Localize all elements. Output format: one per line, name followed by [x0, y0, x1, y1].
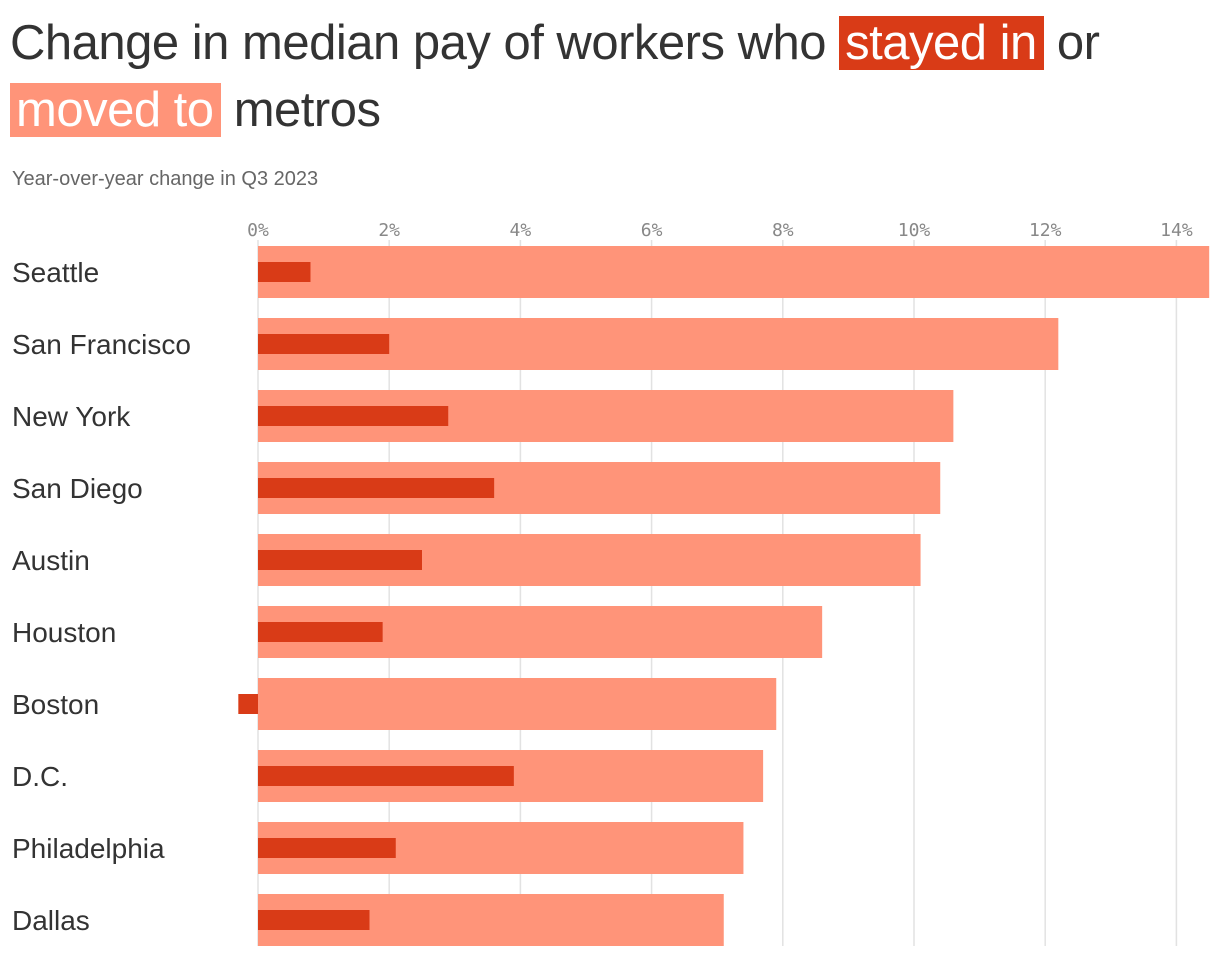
- bar-moved-to: [258, 678, 777, 730]
- title-part-2: or: [1056, 16, 1100, 70]
- title-highlight-moved-to: moved to: [10, 83, 221, 137]
- title-part-3: metros: [233, 83, 381, 137]
- category-label: Austin: [12, 545, 90, 576]
- category-label: San Francisco: [12, 329, 191, 360]
- category-label: Philadelphia: [12, 833, 165, 864]
- chart-title: Change in median pay of workers who stay…: [10, 10, 1210, 144]
- bar-stayed-in: [258, 334, 390, 354]
- bar-moved-to: [258, 246, 1210, 298]
- category-label: Boston: [12, 689, 99, 720]
- bar-stayed-in: [258, 262, 311, 282]
- category-label: Dallas: [12, 905, 90, 936]
- title-part-1: Change in median pay of workers who: [10, 16, 826, 70]
- bar-stayed-in: [258, 766, 514, 786]
- category-labels: Seattle San Francisco New York San Diego Aus…: [12, 257, 191, 936]
- bar-stayed-in: [258, 406, 449, 426]
- category-label: New York: [12, 401, 131, 432]
- bar-stayed-in: [258, 838, 396, 858]
- bar-moved-to: [258, 318, 1059, 370]
- category-label: Seattle: [12, 257, 99, 288]
- x-tick-label: 6%: [641, 220, 663, 241]
- category-label: Houston: [12, 617, 116, 648]
- category-label: San Diego: [12, 473, 143, 504]
- chart-subtitle: Year-over-year change in Q3 2023: [12, 168, 319, 190]
- x-axis-ticks: 0% 2% 4% 6% 8% 10% 12% 14%: [247, 220, 1193, 241]
- bar-stayed-in: [258, 550, 422, 570]
- bar-stayed-in: [258, 910, 370, 930]
- x-tick-label: 0%: [247, 220, 269, 241]
- x-tick-label: 8%: [772, 220, 794, 241]
- x-tick-label: 12%: [1029, 220, 1062, 241]
- category-label: D.C.: [12, 761, 68, 792]
- title-highlight-stayed-in: stayed in: [839, 16, 1044, 70]
- bars: [238, 246, 1210, 946]
- x-tick-label: 2%: [378, 220, 400, 241]
- x-tick-label: 14%: [1160, 220, 1193, 241]
- x-tick-label: 4%: [510, 220, 532, 241]
- bar-stayed-in: [258, 478, 495, 498]
- bar-stayed-in: [238, 694, 258, 714]
- bar-stayed-in: [258, 622, 383, 642]
- x-tick-label: 10%: [898, 220, 931, 241]
